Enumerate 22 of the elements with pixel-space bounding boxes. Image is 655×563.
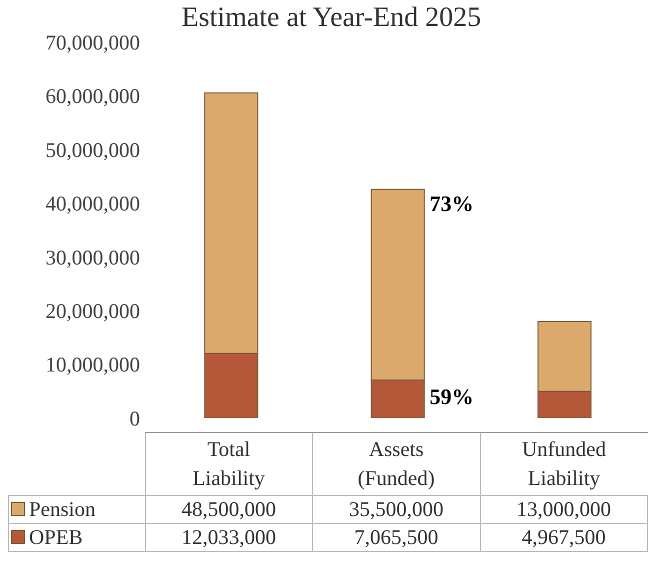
legend-label: Pension — [8, 496, 145, 524]
y-tick-label: 40,000,000 — [46, 192, 140, 216]
data-label: 4,967,500 — [480, 524, 648, 552]
chart-title: Estimate at Year-End 2025 — [180, 2, 482, 34]
y-tick-label: 30,000,000 — [46, 245, 140, 270]
y-tick-label: 60,000,000 — [46, 84, 140, 108]
y-tick-label: 70,000,000 — [46, 30, 140, 54]
data-label: 7,065,500 — [312, 524, 480, 552]
y-tick-label: 0 — [130, 406, 140, 430]
x-tick-label: Unfunded Liability — [480, 432, 648, 496]
x-tick-label: Total Liability — [145, 432, 312, 496]
x-tick-label: Assets (Funded) — [312, 432, 480, 496]
annotation: 73% — [430, 191, 474, 218]
annotation: 59% — [430, 384, 474, 410]
legend-label: OPEB — [8, 524, 145, 552]
data-label: 12,033,000 — [145, 524, 312, 552]
data-label: 13,000,000 — [480, 496, 648, 524]
y-tick-label: 20,000,000 — [46, 299, 140, 324]
y-tick-label: 10,000,000 — [46, 352, 140, 377]
data-label: 48,500,000 — [145, 496, 312, 524]
data-label: 35,500,000 — [312, 496, 480, 524]
y-tick-label: 50,000,000 — [46, 138, 140, 162]
